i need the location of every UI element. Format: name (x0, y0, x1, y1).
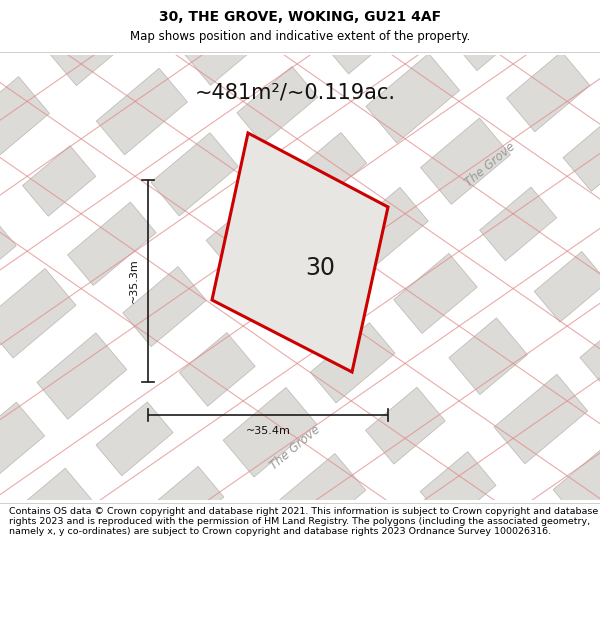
Polygon shape (394, 253, 477, 333)
Polygon shape (553, 443, 600, 520)
Text: ~35.4m: ~35.4m (245, 426, 290, 436)
Polygon shape (151, 132, 238, 216)
Polygon shape (68, 202, 156, 286)
Polygon shape (0, 402, 44, 489)
Polygon shape (206, 198, 289, 277)
Polygon shape (179, 0, 269, 85)
Polygon shape (37, 333, 127, 419)
Polygon shape (366, 54, 460, 143)
Text: 30, THE GROVE, WOKING, GU21 4AF: 30, THE GROVE, WOKING, GU21 4AF (159, 11, 441, 24)
Polygon shape (263, 265, 337, 335)
Polygon shape (96, 402, 173, 476)
Text: The Grove: The Grove (268, 423, 323, 472)
Polygon shape (421, 118, 511, 204)
Text: 30: 30 (305, 256, 335, 280)
Polygon shape (466, 508, 556, 594)
Polygon shape (563, 118, 600, 191)
Polygon shape (179, 332, 255, 406)
Text: ~481m²/~0.119ac.: ~481m²/~0.119ac. (194, 82, 395, 102)
Polygon shape (123, 267, 206, 347)
Polygon shape (0, 269, 76, 358)
Polygon shape (449, 318, 527, 394)
Polygon shape (420, 452, 496, 525)
Polygon shape (494, 374, 587, 464)
Polygon shape (293, 132, 367, 203)
Polygon shape (479, 187, 557, 261)
Polygon shape (590, 0, 600, 62)
Text: ~35.3m: ~35.3m (129, 259, 139, 303)
Polygon shape (337, 188, 428, 274)
Polygon shape (212, 133, 388, 372)
Polygon shape (23, 146, 96, 216)
Polygon shape (320, 0, 400, 74)
Polygon shape (50, 12, 128, 86)
Text: Contains OS data © Crown copyright and database right 2021. This information is : Contains OS data © Crown copyright and d… (9, 507, 598, 536)
Polygon shape (280, 454, 365, 537)
Polygon shape (223, 388, 317, 477)
Text: The Grove: The Grove (463, 141, 518, 189)
Polygon shape (337, 521, 414, 595)
Polygon shape (580, 308, 600, 391)
Polygon shape (237, 66, 318, 143)
Polygon shape (10, 468, 94, 548)
Polygon shape (97, 68, 187, 155)
Polygon shape (534, 251, 600, 322)
Polygon shape (0, 77, 49, 159)
Polygon shape (151, 466, 224, 537)
Polygon shape (310, 322, 395, 403)
Polygon shape (365, 388, 445, 464)
Polygon shape (0, 212, 16, 289)
Polygon shape (506, 52, 590, 132)
Polygon shape (451, 0, 540, 71)
Text: Map shows position and indicative extent of the property.: Map shows position and indicative extent… (130, 29, 470, 42)
